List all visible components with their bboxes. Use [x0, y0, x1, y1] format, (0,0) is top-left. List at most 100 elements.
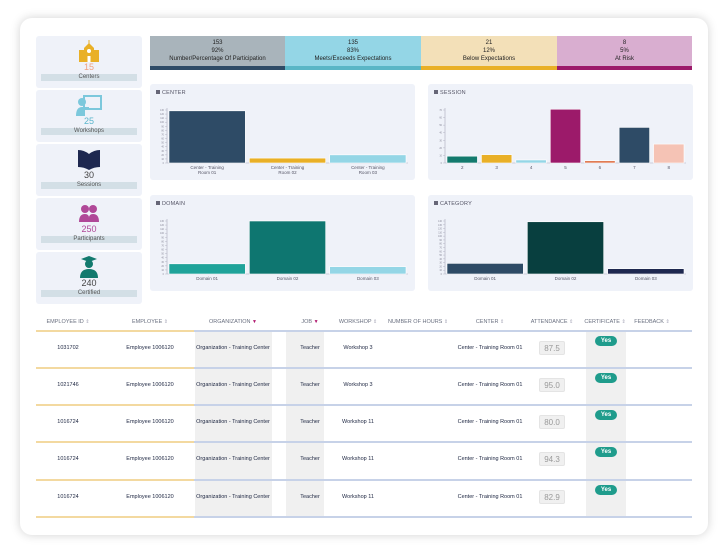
kpi-label: Below Expectations [462, 56, 516, 62]
presentation-icon [36, 94, 142, 116]
y-tick-label: 80 [161, 240, 164, 243]
row-divider-accent [36, 479, 194, 481]
bar[interactable] [527, 221, 604, 275]
y-tick-label: 0 [441, 162, 443, 165]
column-label: ATTENDANCE [530, 319, 568, 325]
cell-id: 1016724 [57, 456, 79, 462]
bar[interactable] [168, 263, 246, 275]
bar[interactable] [329, 266, 407, 275]
kpi-tile[interactable]: 153 92% Number/Percentage Of Participation [150, 36, 285, 70]
sort-icon[interactable]: ⇕ [372, 319, 378, 325]
cell-organization: Organization - Training Center [196, 345, 270, 351]
y-tick-label: 130 [160, 220, 165, 223]
y-tick-label: 10 [161, 158, 164, 161]
cell-workshop: Workshop 3 [343, 382, 373, 388]
kpi-color-bar [557, 66, 692, 70]
kpi-label: Number/Percentage Of Participation [169, 56, 266, 62]
cell-job: Teacher [300, 494, 320, 500]
bar[interactable] [653, 143, 685, 164]
bar[interactable] [618, 127, 650, 164]
kpi-tile[interactable]: 21 12% Below Expectations [421, 36, 557, 70]
bar[interactable] [446, 155, 478, 164]
y-tick-label: 10 [439, 154, 442, 157]
column-header-employee-id[interactable]: EMPLOYEE ID ⇕ [46, 319, 89, 325]
bar[interactable] [249, 157, 326, 164]
bar[interactable] [515, 159, 547, 164]
column-header-workshop[interactable]: WORKSHOP ⇕ [339, 319, 377, 325]
bar[interactable] [481, 154, 513, 164]
column-header-attendance[interactable]: ATTENDANCE ⇕ [531, 319, 574, 325]
kpi-tile[interactable]: 8 5% At Risk [557, 36, 692, 70]
sort-icon[interactable]: ⇕ [569, 319, 574, 325]
cell-employee: Employee 1006120 [126, 494, 174, 500]
cell-organization: Organization - Training Center [196, 494, 270, 500]
y-tick-label: 30 [161, 150, 164, 153]
sort-icon[interactable]: ⇕ [499, 319, 505, 325]
y-tick-label: 100 [160, 121, 165, 124]
cell-workshop: Workshop 3 [343, 345, 373, 351]
stat-card-centers[interactable]: 15 Centers [36, 36, 142, 88]
certificate-badge[interactable]: Yes [595, 485, 617, 495]
chart-title: DOMAIN [156, 201, 185, 207]
sort-desc-icon[interactable]: ▼ [313, 319, 319, 325]
kpi-count: 135 [347, 40, 358, 46]
cell-job: Teacher [300, 382, 320, 388]
chart-center: CENTER 0 10 20 30 40 50 60 70 80 90 100 110 120 130 Cen… [150, 84, 415, 180]
column-header-center[interactable]: CENTER ⇕ [476, 319, 504, 325]
bar[interactable] [329, 154, 407, 164]
sort-icon[interactable]: ⇕ [665, 319, 670, 325]
y-tick-label: 0 [163, 162, 165, 165]
attendance-value: 94.3 [539, 452, 565, 466]
x-tick-label: 4 [530, 165, 533, 170]
sort-desc-icon[interactable]: ▼ [252, 319, 257, 325]
column-header-job[interactable]: JOB ▼ [301, 319, 318, 325]
column-header-feedback[interactable]: FEEDBACK ⇕ [634, 319, 669, 325]
stat-label: Participants [41, 236, 137, 243]
y-tick-label: 130 [438, 224, 443, 227]
sort-icon[interactable]: ⇕ [443, 319, 449, 325]
y-tick-label: 120 [160, 113, 165, 116]
certificate-badge[interactable]: Yes [595, 447, 617, 457]
y-tick-label: 40 [161, 257, 164, 260]
certificate-badge[interactable]: Yes [595, 410, 617, 420]
certificate-badge[interactable]: Yes [595, 373, 617, 383]
y-tick-label: 70 [439, 247, 442, 250]
stat-card-certified[interactable]: 240 Certified [36, 252, 142, 304]
school-icon [36, 40, 142, 62]
cell-id: 1031702 [57, 345, 79, 351]
attendance-value: 87.5 [539, 341, 565, 355]
bar[interactable] [584, 160, 616, 164]
x-tick-label: Domain 03 [635, 276, 657, 281]
bar[interactable] [549, 108, 582, 164]
stat-value: 240 [81, 278, 97, 288]
cell-id: 1016724 [57, 419, 79, 425]
row-divider [36, 404, 692, 406]
bar[interactable] [168, 110, 246, 164]
bar[interactable] [446, 263, 524, 275]
sort-icon[interactable]: ⇕ [163, 319, 168, 325]
cell-workshop: Workshop 11 [342, 456, 374, 462]
column-header-organization[interactable]: ORGANIZATION ▼ [209, 319, 257, 325]
cell-center: Center - Training Room 01 [457, 456, 523, 462]
sort-icon[interactable]: ⇕ [621, 319, 626, 325]
column-header-employee[interactable]: EMPLOYEE ⇕ [132, 319, 168, 325]
kpi-percent: 92% [211, 48, 224, 54]
column-header-certificate[interactable]: CERTIFICATE ⇕ [584, 319, 625, 325]
bar[interactable] [249, 220, 326, 275]
stat-card-workshops[interactable]: 25 Workshops [36, 90, 142, 142]
kpi-tile[interactable]: 135 83% Meets/Exceeds Expectations [285, 36, 421, 70]
row-divider [36, 441, 692, 443]
job-column-bg [286, 330, 324, 516]
y-tick-label: 20 [439, 147, 442, 150]
stat-card-sessions[interactable]: 30 Sessions [36, 144, 142, 196]
y-tick-label: 30 [439, 262, 442, 265]
stat-card-participants[interactable]: 250 Participants [36, 198, 142, 250]
sort-icon[interactable]: ⇕ [85, 319, 90, 325]
kpi-label: At Risk [614, 56, 634, 62]
column-label: EMPLOYEE ID [46, 319, 84, 325]
column-header-number-of-hours[interactable]: NUMBER OF HOURS ⇕ [388, 319, 448, 325]
certificate-badge[interactable]: Yes [595, 336, 617, 346]
y-tick-label: 100 [160, 232, 165, 235]
bar[interactable] [607, 268, 685, 275]
